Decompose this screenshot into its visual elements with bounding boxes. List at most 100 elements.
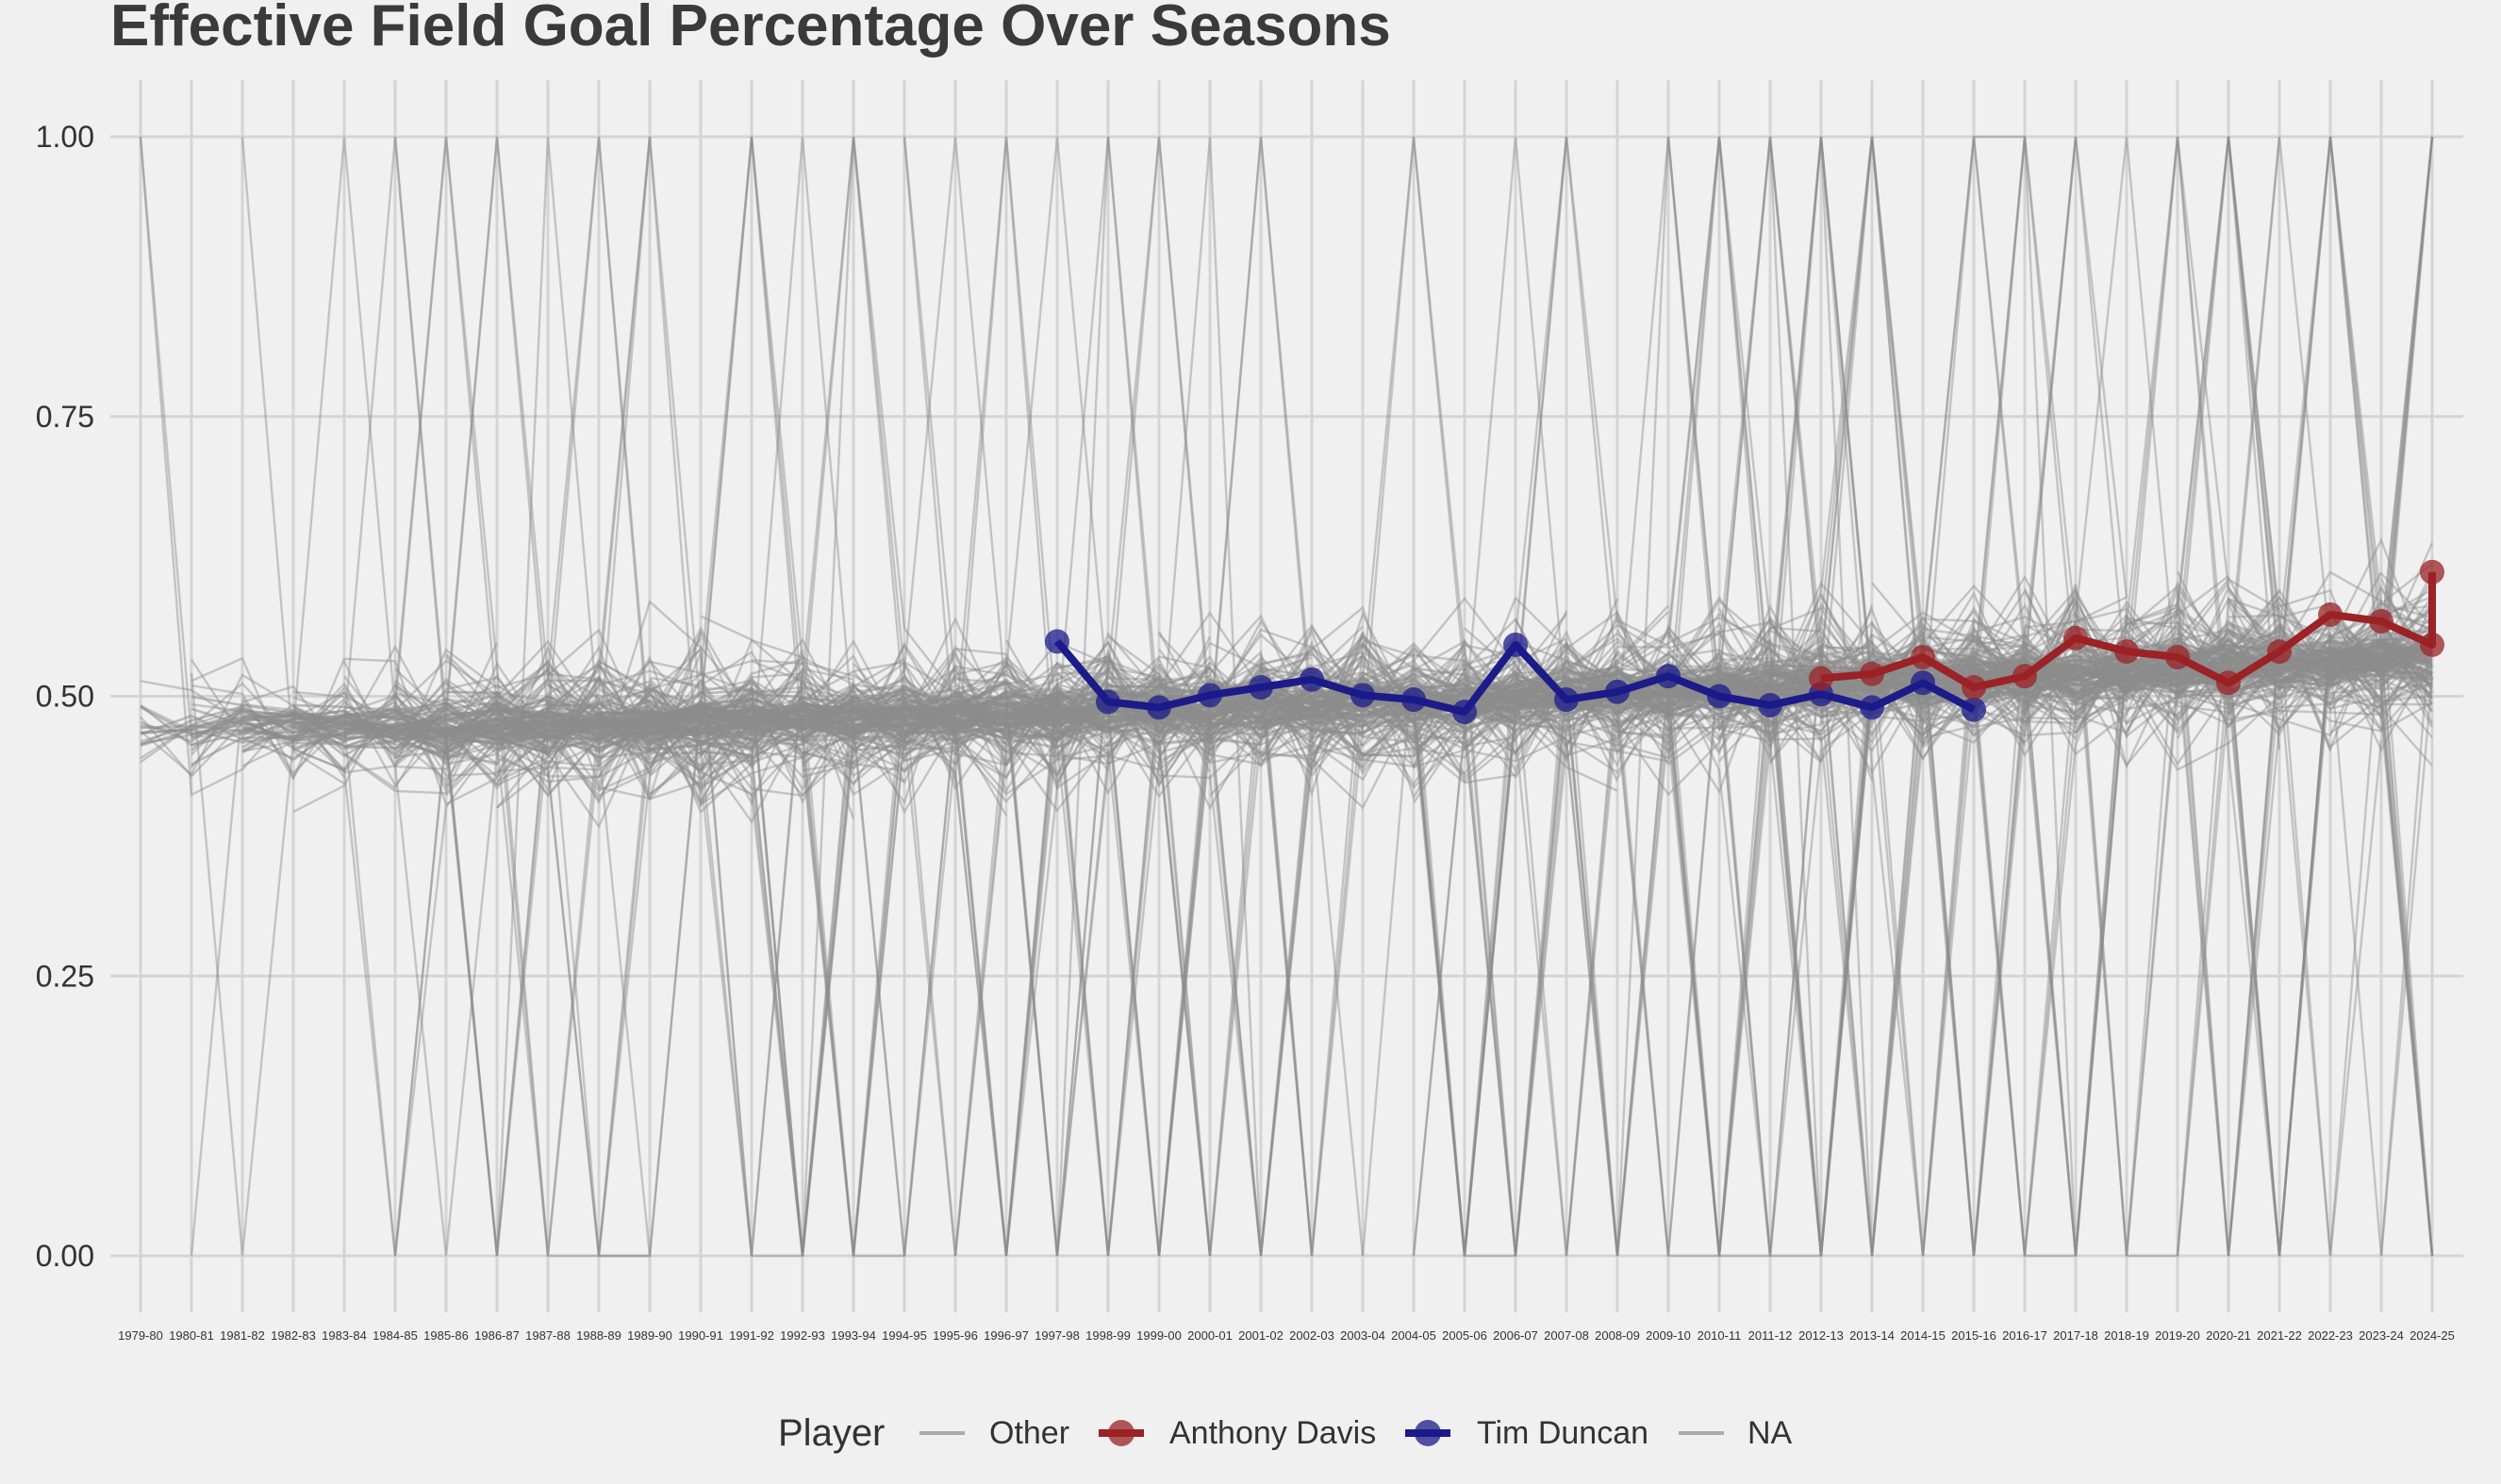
other-player-line: [496, 687, 804, 1257]
other-player-line: [1209, 667, 1618, 726]
other-player-line: [1667, 620, 1823, 701]
other-player-line: [2228, 536, 2434, 681]
other-player-line: [1922, 603, 2434, 1257]
y-tick-label: 0.50: [36, 680, 94, 714]
y-tick-label: 1.00: [36, 120, 94, 154]
data-point-anthony-davis: [1860, 661, 1884, 686]
x-tick-label: 2002-03: [1289, 1328, 1334, 1343]
other-player-line: [241, 694, 956, 1257]
data-point-tim-duncan: [1300, 667, 1324, 692]
legend-marker-tim-duncan: [1415, 1420, 1441, 1446]
other-player-line: [394, 652, 855, 1257]
other-player-line: [547, 628, 702, 767]
legend-marker-anthony-davis: [1108, 1420, 1135, 1446]
other-player-line: [1515, 136, 1823, 1257]
x-tick-label: 2021-22: [2257, 1328, 2302, 1343]
other-player-line: [1768, 136, 2332, 1257]
legend-label-other: Other: [989, 1415, 1069, 1451]
data-point-tim-duncan: [1147, 695, 1171, 720]
other-player-line: [2075, 136, 2434, 771]
data-point-anthony-davis: [2318, 602, 2343, 627]
legend-title: Player: [778, 1412, 885, 1454]
legend-label-tim-duncan: Tim Duncan: [1477, 1415, 1648, 1451]
x-tick-label: 2015-16: [1951, 1328, 1996, 1343]
other-player-line: [343, 730, 600, 797]
data-point-tim-duncan: [1096, 689, 1120, 715]
other-player-line: [598, 749, 651, 779]
other-player-line: [496, 136, 1211, 1258]
y-tick-label: 0.25: [36, 959, 94, 993]
other-player-line: [2227, 136, 2433, 749]
x-tick-label: 2023-24: [2359, 1328, 2404, 1343]
x-tick-label: 2008-09: [1595, 1328, 1640, 1343]
other-player-line: [1157, 687, 1517, 811]
data-point-anthony-davis: [2063, 625, 2088, 651]
other-player-line: [1820, 660, 2280, 699]
other-player-line: [2228, 585, 2434, 706]
data-point-tim-duncan: [1198, 683, 1222, 708]
other-player-line: [445, 691, 651, 771]
other-player-line: [496, 666, 754, 1257]
x-tick-label: 2014-15: [1900, 1328, 1946, 1343]
other-player-line: [2329, 670, 2433, 734]
data-point-anthony-davis: [2012, 664, 2037, 689]
highlighted-series: [1045, 559, 2444, 725]
x-tick-label: 1989-90: [627, 1328, 672, 1343]
chart-title: Effective Field Goal Percentage Over Sea…: [110, 0, 1391, 58]
x-tick-label: 1983-84: [322, 1328, 367, 1343]
x-tick-label: 1985-86: [423, 1328, 469, 1343]
other-player-line: [496, 702, 803, 750]
other-player-line: [598, 696, 1109, 733]
other-player-line: [1718, 702, 1771, 728]
x-tick-label: 2005-06: [1442, 1328, 1487, 1343]
data-point-anthony-davis: [2114, 639, 2139, 665]
x-tick-label: 2017-18: [2053, 1328, 2098, 1343]
other-player-line: [2227, 136, 2332, 751]
other-player-line: [1004, 623, 1567, 1257]
other-player-line: [1921, 574, 2229, 716]
other-player-line: [393, 753, 499, 1257]
other-player-line: [140, 697, 702, 742]
other-player-line: [291, 136, 753, 745]
other-player-line: [1361, 701, 1466, 787]
data-point-tim-duncan: [1707, 684, 1731, 709]
other-player-line: [1768, 136, 2280, 1257]
x-tick-label: 2016-17: [2002, 1328, 2047, 1343]
legend-label-anthony-davis: Anthony Davis: [1169, 1415, 1376, 1451]
y-axis: 0.00 0.25 0.50 0.75 1.00: [36, 120, 94, 1273]
other-player-line: [1158, 648, 1314, 1257]
other-player-line: [190, 711, 549, 755]
other-player-line: [954, 610, 1568, 1257]
x-tick-label: 2006-07: [1493, 1328, 1538, 1343]
data-point-tim-duncan: [1554, 687, 1579, 713]
other-player-line: [496, 706, 905, 797]
x-tick-label: 2011-12: [1748, 1328, 1793, 1343]
x-tick-label: 2022-23: [2308, 1328, 2353, 1343]
other-player-line: [1922, 630, 2433, 726]
data-point-anthony-davis: [2216, 670, 2241, 696]
other-player-line: [190, 656, 905, 1257]
other-player-line: [802, 700, 1058, 730]
x-tick-label: 1991-92: [729, 1328, 774, 1343]
x-tick-label: 1999-00: [1136, 1328, 1182, 1343]
data-point-tim-duncan: [1503, 632, 1528, 657]
y-tick-label: 0.00: [36, 1239, 94, 1273]
x-tick-label: 2000-01: [1187, 1328, 1233, 1343]
other-player-line: [1157, 738, 1212, 1257]
other-player-line: [1615, 650, 1822, 1257]
other-player-line: [1870, 136, 2383, 1257]
other-player-line: [496, 742, 549, 809]
x-tick-label: 1993-94: [831, 1328, 876, 1343]
other-player-line: [394, 136, 1110, 1257]
other-player-line: [2125, 136, 2332, 1257]
other-player-line: [190, 694, 549, 747]
other-player-line: [393, 136, 651, 759]
other-player-line: [649, 136, 1212, 765]
other-player-line: [2074, 136, 2434, 1257]
x-tick-label: 1988-89: [576, 1328, 621, 1343]
x-tick-label: 2018-19: [2104, 1328, 2149, 1343]
other-player-lines: [139, 135, 2434, 1258]
x-tick-label: 1984-85: [373, 1328, 418, 1343]
other-player-line: [394, 719, 498, 745]
